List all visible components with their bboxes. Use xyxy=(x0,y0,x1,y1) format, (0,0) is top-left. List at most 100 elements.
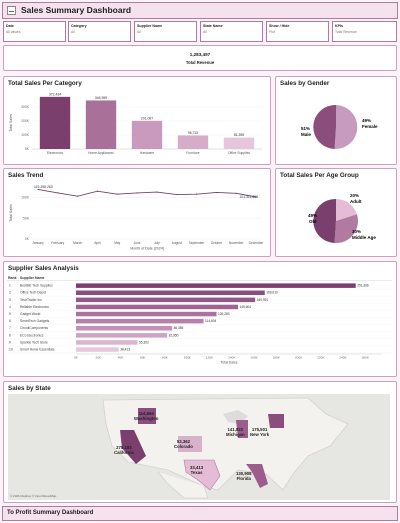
supplier-bar[interactable] xyxy=(76,283,356,288)
trend-point[interactable] xyxy=(37,188,39,191)
y-tick-label: 50K xyxy=(23,216,30,220)
supplier-value-label: 86,355 xyxy=(174,326,184,330)
supplier-rank: 2 xyxy=(9,291,11,295)
state-michigan[interactable] xyxy=(236,420,248,438)
category-bar[interactable] xyxy=(131,120,163,149)
trend-point[interactable] xyxy=(77,195,79,197)
supplier-name: Gadget World xyxy=(20,312,40,316)
pie-label-old-pct: 49% xyxy=(308,213,317,218)
category-bar[interactable] xyxy=(39,96,71,149)
pie-label-male-pct: 51% xyxy=(301,126,310,131)
filter-kpis[interactable]: KPIs Total Revenue xyxy=(332,21,397,42)
pie-slice-male[interactable] xyxy=(313,104,336,149)
bar-value-label: 372,434 xyxy=(49,92,61,96)
trend-point[interactable] xyxy=(156,191,158,193)
dashboard-title: Sales Summary Dashboard xyxy=(21,5,132,15)
trend-point[interactable] xyxy=(57,192,59,194)
x-tick-label: 240K xyxy=(339,356,347,360)
sales-trend-line-chart: 0K 50K 100K Total Sales January February March… xyxy=(9,185,264,251)
supplier-rank: 8 xyxy=(9,333,11,337)
state-label-california: 275,183 California xyxy=(114,445,134,455)
state-florida[interactable] xyxy=(246,464,268,488)
pie-label-male: Male xyxy=(301,132,312,137)
category-bar[interactable] xyxy=(223,137,255,149)
filter-label: Date xyxy=(6,24,14,28)
month-tick-label: July xyxy=(154,241,160,245)
pie-label-female: Female xyxy=(362,124,378,129)
x-axis-label: Month of Date [2024] xyxy=(130,247,164,251)
supplier-rank: 10 xyxy=(9,348,13,352)
month-tick-label: November xyxy=(229,241,245,245)
supplier-value-label: 126,283 xyxy=(218,312,230,316)
trend-point[interactable] xyxy=(255,196,257,198)
trend-panel: Sales Trend 0K 50K 100K Total Sales January F… xyxy=(3,168,271,257)
trend-point[interactable] xyxy=(176,193,178,196)
category-bar[interactable] xyxy=(85,100,117,149)
supplier-bar[interactable] xyxy=(76,340,138,345)
filter-state-name[interactable]: State Name All xyxy=(200,21,263,42)
supplier-panel: Supplier Sales Analysis Rank Supplier Nam… xyxy=(3,261,397,377)
state-label-washington: 114,694 Washington xyxy=(134,411,159,421)
pie-slice-old[interactable] xyxy=(313,198,336,243)
month-tick-label: February xyxy=(51,241,64,245)
pie-slice-female[interactable] xyxy=(334,105,358,150)
filter-show-hide[interactable]: Show / Hide Plot xyxy=(266,21,329,42)
state-new-york[interactable] xyxy=(268,414,284,428)
supplier-bar[interactable] xyxy=(76,311,217,317)
gender-title: Sales by Gender xyxy=(280,80,330,87)
trend-point[interactable] xyxy=(215,191,217,194)
supplier-bar[interactable] xyxy=(76,290,265,296)
supplier-name: Sparkle Tech Store xyxy=(20,340,48,344)
supplier-bar[interactable] xyxy=(76,326,173,331)
month-tick-label: May xyxy=(114,241,120,245)
dashboard-logo-icon xyxy=(7,6,16,15)
supplier-rank: 7 xyxy=(9,326,11,330)
state-washington[interactable] xyxy=(138,408,156,424)
filter-supplier-name[interactable]: Supplier Name All xyxy=(134,21,197,42)
bar-value-label: 201,087 xyxy=(141,116,153,120)
category-bar[interactable] xyxy=(177,135,209,149)
x-tick-label: 100K xyxy=(184,356,192,360)
trend-line[interactable] xyxy=(37,189,257,198)
trend-point[interactable] xyxy=(195,193,198,195)
category-title: Total Sales Per Category xyxy=(8,80,82,87)
supplier-name: Smart Home Essentials xyxy=(20,348,55,352)
trend-last-value-label: 101,311,865 xyxy=(239,195,258,199)
pie-slice-adult[interactable] xyxy=(336,199,357,221)
state-map[interactable]: 114,694 Washington 275,183 California 53,3… xyxy=(8,394,390,500)
state-colorado[interactable] xyxy=(178,436,202,452)
trend-point[interactable] xyxy=(116,193,118,195)
state-texas[interactable] xyxy=(183,459,221,491)
filter-value: All values xyxy=(6,30,21,34)
filter-category[interactable]: Category All xyxy=(68,21,131,42)
filter-value: All xyxy=(137,30,141,34)
trend-point[interactable] xyxy=(235,192,237,194)
filter-label: State Name xyxy=(203,24,223,28)
state-california[interactable] xyxy=(120,430,146,464)
month-tick-label: August xyxy=(172,241,182,245)
supplier-bar[interactable] xyxy=(76,318,204,324)
x-tick-label: 40K xyxy=(118,356,124,360)
supplier-bar[interactable] xyxy=(76,347,119,352)
category-tick-label: Hardware xyxy=(140,151,154,155)
supplier-value-label: 81,950 xyxy=(169,333,179,337)
mexico-landmass xyxy=(157,471,209,499)
map-attribution: © 2026 Mapbox © OpenStreetMap xyxy=(10,494,57,498)
supplier-rank: 3 xyxy=(9,298,11,302)
trend-first-value-label: 119,298,263 xyxy=(34,185,53,189)
y-axis-label: Total Sales xyxy=(9,114,13,132)
pie-slice-middle-age[interactable] xyxy=(334,214,358,244)
supplier-bar[interactable] xyxy=(76,304,239,310)
category-tick-label: Electronics xyxy=(47,151,63,155)
supplier-bar[interactable] xyxy=(76,297,256,303)
trend-point[interactable] xyxy=(96,190,99,192)
trend-point[interactable] xyxy=(136,192,138,194)
x-tick-label: 200K xyxy=(295,356,303,360)
profit-dashboard-link[interactable]: To Profit Summary Dashboard xyxy=(2,506,398,521)
gender-pie-chart: 49% Female 51% Male xyxy=(301,104,378,150)
filter-label: KPIs xyxy=(335,24,343,28)
supplier-title: Supplier Sales Analysis xyxy=(8,265,79,272)
category-tick-label: Home Appliances xyxy=(88,151,114,155)
supplier-bar[interactable] xyxy=(76,333,168,338)
filter-date[interactable]: Date All values xyxy=(3,21,66,42)
